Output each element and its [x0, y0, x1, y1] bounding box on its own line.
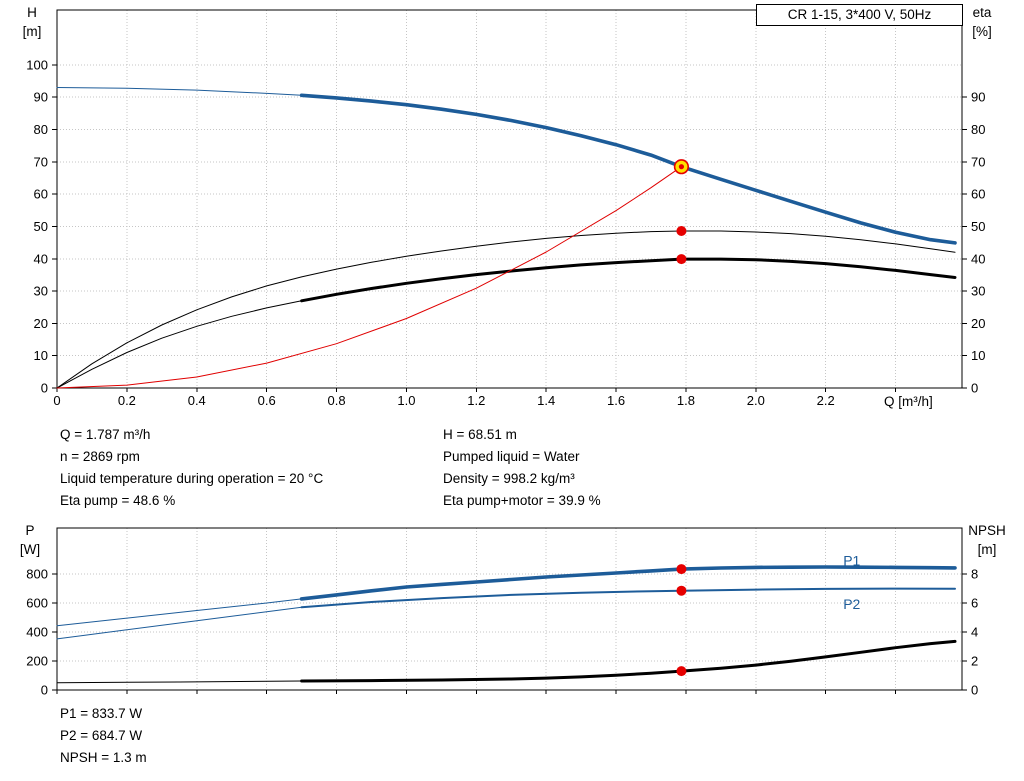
info-line-density: Density = 998.2 kg/m³	[443, 471, 575, 486]
y-tick-label-right: 8	[971, 566, 978, 581]
head-curve-lead	[56, 87, 303, 96]
info-line-p2: P2 = 684.7 W	[60, 728, 143, 743]
p2-label: P2	[843, 596, 860, 612]
p2-curve	[300, 587, 956, 609]
p1-label: P1	[843, 552, 860, 568]
eta-pump-motor-point-marker	[676, 254, 687, 265]
y-tick-label-right: 40	[971, 251, 985, 266]
info-line-eta-pump-motor: Eta pump+motor = 39.9 %	[443, 493, 601, 508]
info-line-speed: n = 2869 rpm	[60, 449, 140, 464]
head-axis-symbol: H	[27, 5, 37, 20]
npsh-lead	[56, 680, 303, 684]
duty-point-marker-center	[678, 164, 685, 170]
y-tick-label-left: 90	[34, 90, 48, 105]
x-tick-label: 1.2	[467, 393, 485, 408]
y-tick-label-left: 0	[41, 381, 48, 396]
x-tick-label: 2.0	[747, 393, 765, 408]
info-line-eta-pump: Eta pump = 48.6 %	[60, 493, 176, 508]
eta-axis-symbol: eta	[972, 5, 992, 20]
y-tick-label-right: 4	[971, 624, 978, 639]
eta-pump-curve	[56, 230, 956, 389]
y-tick-label-right: 70	[971, 154, 985, 169]
y-tick-label-right: 30	[971, 284, 985, 299]
duty-info-right-column: H = 68.51 m Pumped liquid = Water Densit…	[443, 424, 601, 512]
y-tick-label-left: 30	[34, 284, 48, 299]
y-tick-label-right: 90	[971, 90, 985, 105]
info-line-flow: Q = 1.787 m³/h	[60, 427, 151, 442]
p1-curve	[299, 565, 957, 601]
p2-point-marker	[676, 585, 687, 596]
y-tick-label-right: 50	[971, 219, 985, 234]
eta-axis-unit: [%]	[972, 24, 992, 39]
head-axis-title: H [m]	[12, 3, 52, 41]
y-tick-label-left: 400	[26, 624, 48, 639]
p2-lead	[56, 606, 303, 640]
eta-pump-motor-curve	[300, 257, 957, 303]
y-tick-label-right: 20	[971, 316, 985, 331]
y-tick-label-left: 200	[26, 653, 48, 668]
eta-axis-title: eta [%]	[959, 3, 1005, 41]
x-tick-label: 0.8	[327, 393, 345, 408]
power-axis-title: P [W]	[10, 521, 50, 559]
power-axis-symbol: P	[25, 523, 35, 538]
y-tick-label-left: 70	[34, 154, 48, 169]
y-tick-label-right: 60	[971, 187, 985, 202]
plot-frame	[56, 527, 963, 691]
flow-axis-title: Q [m³/h]	[884, 394, 933, 409]
plot-frame	[56, 9, 963, 389]
pump-title-box: CR 1-15, 3*400 V, 50Hz	[756, 4, 963, 26]
x-tick-label: 0.2	[118, 393, 136, 408]
y-tick-label-left: 20	[34, 316, 48, 331]
y-tick-label-right: 0	[971, 381, 978, 396]
info-line-liquid-temp: Liquid temperature during operation = 20…	[60, 471, 324, 486]
x-tick-label: 1.6	[607, 393, 625, 408]
head-curve	[299, 93, 957, 245]
x-tick-label: 1.8	[677, 393, 695, 408]
npsh-axis-symbol: NPSH	[968, 523, 1006, 538]
eta-pump-point-marker	[676, 225, 687, 236]
npsh-axis-title: NPSH [m]	[961, 521, 1013, 559]
y-tick-label-right: 2	[971, 653, 978, 668]
y-tick-label-left: 600	[26, 595, 48, 610]
y-tick-label-left: 10	[34, 348, 48, 363]
y-tick-label-right: 80	[971, 122, 985, 137]
info-line-npsh: NPSH = 1.3 m	[60, 750, 147, 765]
x-tick-label: 0.4	[188, 393, 206, 408]
system-curve	[56, 166, 682, 389]
power-info-column: P1 = 833.7 W P2 = 684.7 W NPSH = 1.3 m	[60, 703, 147, 769]
info-line-pumped-liquid: Pumped liquid = Water	[443, 449, 580, 464]
y-tick-label-left: 50	[34, 219, 48, 234]
x-tick-label: 1.4	[537, 393, 555, 408]
info-line-head: H = 68.51 m	[443, 427, 517, 442]
y-tick-label-left: 60	[34, 187, 48, 202]
y-tick-label-left: 800	[26, 566, 48, 581]
p1-point-marker	[676, 564, 687, 575]
y-tick-label-left: 100	[26, 57, 48, 72]
y-tick-label-left: 0	[41, 683, 48, 698]
y-tick-label-right: 0	[971, 683, 978, 698]
y-tick-label-left: 80	[34, 122, 48, 137]
x-tick-label: 2.2	[817, 393, 835, 408]
npsh-axis-unit: [m]	[977, 542, 997, 557]
y-tick-label-left: 40	[34, 251, 48, 266]
eta-pump-motor-lead	[56, 300, 303, 389]
duty-info-left-column: Q = 1.787 m³/h n = 2869 rpm Liquid tempe…	[60, 424, 323, 512]
power-axis-unit: [W]	[19, 542, 41, 557]
x-tick-label: 0.6	[258, 393, 276, 408]
x-tick-label: 0	[53, 393, 60, 408]
p1-lead	[56, 598, 303, 627]
y-tick-label-right: 10	[971, 348, 985, 363]
x-tick-label: 1.0	[397, 393, 415, 408]
info-line-p1: P1 = 833.7 W	[60, 706, 143, 721]
y-tick-label-right: 6	[971, 595, 978, 610]
head-axis-unit: [m]	[22, 24, 42, 39]
npsh-point-marker	[676, 666, 687, 677]
